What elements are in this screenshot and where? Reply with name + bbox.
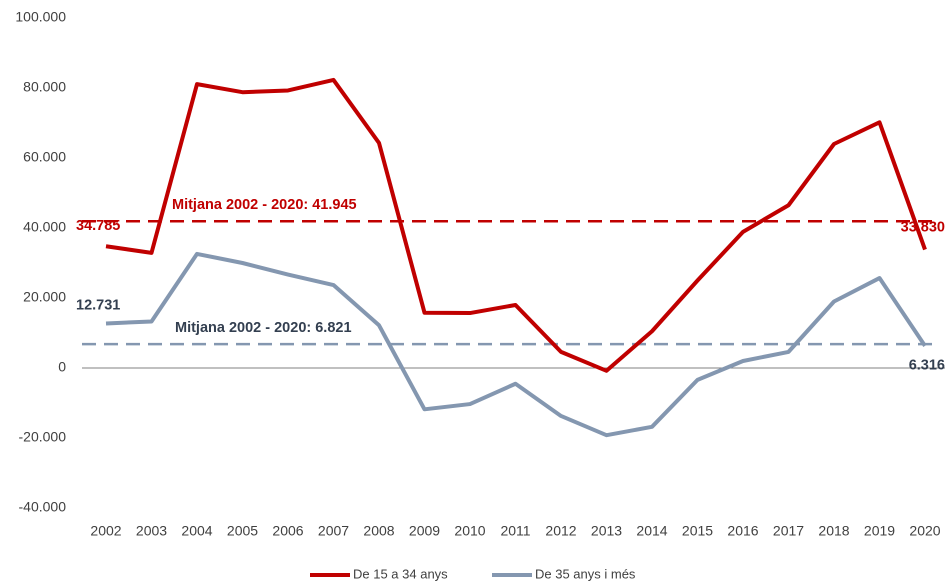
x-tick-label: 2007 — [318, 523, 349, 539]
x-tick-label: 2006 — [272, 523, 303, 539]
x-tick-label: 2020 — [909, 523, 940, 539]
y-tick-label: 20.000 — [23, 289, 66, 305]
x-tick-label: 2002 — [90, 523, 121, 539]
x-tick-label: 2018 — [818, 523, 849, 539]
x-tick-label: 2012 — [545, 523, 576, 539]
y-tick-label: 100.000 — [15, 9, 66, 25]
x-tick-label: 2005 — [227, 523, 258, 539]
x-tick-label: 2010 — [454, 523, 485, 539]
data-label: 34.785 — [76, 218, 120, 234]
y-tick-label: 60.000 — [23, 149, 66, 165]
y-tick-label: 40.000 — [23, 219, 66, 235]
x-tick-label: 2019 — [864, 523, 895, 539]
x-tick-label: 2014 — [636, 523, 667, 539]
x-tick-label: 2013 — [591, 523, 622, 539]
x-tick-label: 2009 — [409, 523, 440, 539]
data-label: 6.316 — [909, 358, 945, 374]
data-label: 12.731 — [76, 297, 120, 313]
legend-label: De 15 a 34 anys — [353, 566, 448, 581]
y-tick-label: 80.000 — [23, 79, 66, 95]
y-tick-label: -20.000 — [19, 429, 67, 445]
mean-label: Mitjana 2002 - 2020: 6.821 — [175, 320, 352, 336]
y-tick-label: -40.000 — [19, 499, 67, 515]
mean-label: Mitjana 2002 - 2020: 41.945 — [172, 197, 357, 213]
x-tick-label: 2004 — [181, 523, 212, 539]
legend-label: De 35 anys i més — [535, 566, 636, 581]
series-line — [105, 251, 927, 438]
x-tick-label: 2011 — [500, 523, 530, 539]
x-tick-label: 2008 — [363, 523, 394, 539]
data-label: 33.830 — [901, 219, 945, 235]
x-tick-label: 2003 — [136, 523, 167, 539]
x-tick-label: 2015 — [682, 523, 713, 539]
x-tick-label: 2017 — [773, 523, 804, 539]
series-line — [105, 77, 927, 373]
y-tick-label: 0 — [58, 359, 66, 375]
x-tick-label: 2016 — [727, 523, 758, 539]
